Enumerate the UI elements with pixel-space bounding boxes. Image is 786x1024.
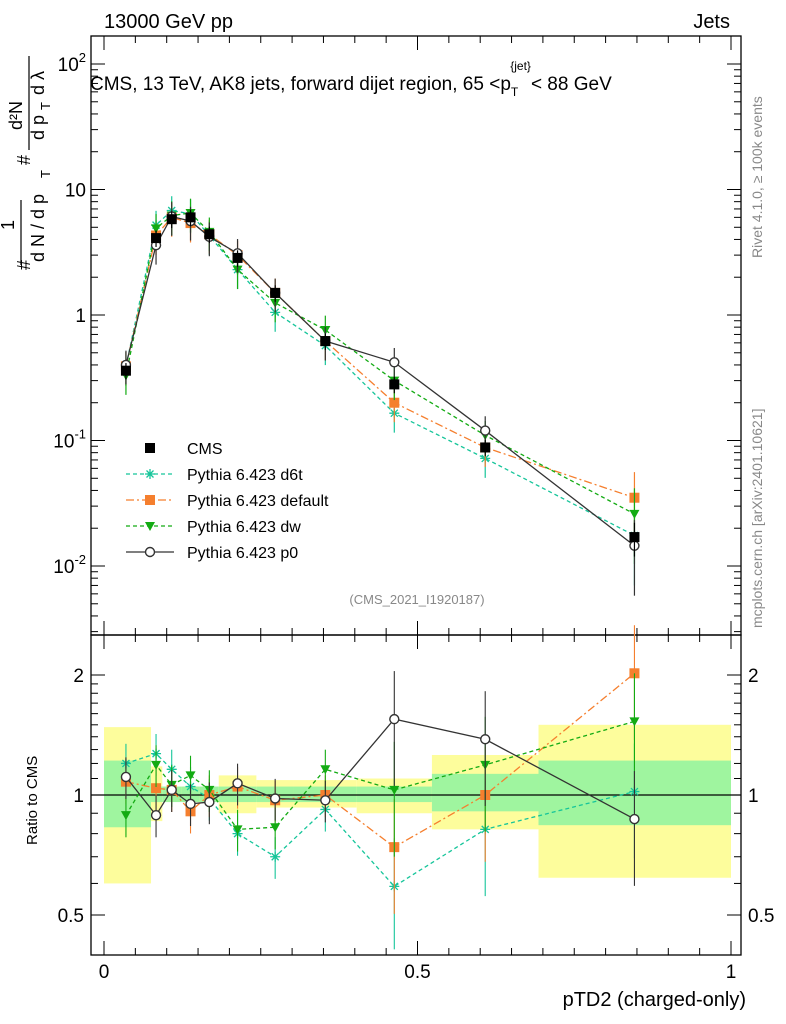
data-point <box>389 357 400 368</box>
ratio-tick-label-left: 2 <box>73 666 84 687</box>
data-point <box>629 717 640 727</box>
y-tick-label: 10 <box>65 181 86 202</box>
legend-label: CMS <box>187 441 223 458</box>
data-point <box>389 397 400 408</box>
data-point <box>145 469 155 479</box>
svg-text:#: # <box>14 260 34 270</box>
svg-text:d λ: d λ <box>28 71 48 95</box>
data-point <box>480 442 491 453</box>
data-point <box>232 252 243 263</box>
data-point <box>389 713 400 725</box>
data-point <box>204 229 215 240</box>
data-point <box>145 443 155 453</box>
ratio-tick-label-right: 2 <box>748 666 759 687</box>
svg-text:d²N: d²N <box>6 101 26 130</box>
rivet-label: Rivet 4.1.0, ≥ 100k events <box>749 96 765 258</box>
series-line <box>125 209 635 537</box>
data-point <box>270 823 281 833</box>
data-point <box>270 851 281 862</box>
data-point <box>166 784 177 796</box>
legend-label: Pythia 6.423 d6t <box>187 467 303 484</box>
ratio-tick-label-right: 1 <box>748 786 759 807</box>
analysis-tag: (CMS_2021_I1920187) <box>349 592 484 607</box>
y-axis-label: # 1 d N / d p T # d²N d p T d λ <box>0 56 53 270</box>
header-right: Jets <box>693 11 730 33</box>
svg-text:1: 1 <box>0 220 18 230</box>
data-point <box>151 783 162 794</box>
series-cms <box>120 209 640 557</box>
series-line <box>125 212 635 515</box>
data-point <box>185 798 196 810</box>
ratio-tick-label-right: 0.5 <box>748 906 774 927</box>
data-point <box>480 425 491 436</box>
data-point <box>320 765 331 775</box>
ratio-y-label: Ratio to CMS <box>24 756 41 845</box>
main-series <box>120 196 640 596</box>
series-line <box>125 216 635 499</box>
data-point <box>120 771 132 783</box>
data-point <box>150 809 162 821</box>
data-point <box>269 793 281 804</box>
svg-text:T: T <box>38 170 53 178</box>
data-point <box>151 224 162 234</box>
data-point <box>185 771 196 781</box>
data-point <box>166 214 177 225</box>
data-point <box>232 825 243 835</box>
legend: CMS Pythia 6.423 d6t Pythia 6.423 default P… <box>126 441 329 562</box>
main-axes: 10-2 10-1 1 10 102 <box>53 36 741 635</box>
data-point <box>145 522 155 531</box>
x-axis-label: pTD2 (charged-only) <box>563 989 746 1011</box>
data-point <box>629 509 640 519</box>
svg-text:T: T <box>38 102 53 110</box>
header-left: 13000 GeV pp <box>104 11 233 33</box>
legend-label: Pythia 6.423 p0 <box>187 545 298 562</box>
data-point <box>629 668 640 679</box>
ratio-tick-label-left: 0.5 <box>58 906 84 927</box>
svg-text:#: # <box>14 155 34 165</box>
data-point <box>320 336 331 347</box>
y-tick-label: 10-2 <box>53 552 86 578</box>
y-tick-label: 10-1 <box>53 427 86 453</box>
data-point <box>120 811 131 821</box>
data-point <box>389 785 400 795</box>
ratio-series <box>120 625 640 950</box>
y-tick-label: 102 <box>58 50 86 76</box>
data-point <box>185 212 196 223</box>
data-point <box>120 365 131 376</box>
ratio-band-inner <box>151 786 163 803</box>
data-point <box>151 760 162 770</box>
ratio-axes: 0 0.5 1 0.5 0.5 1 1 2 2 <box>58 635 774 983</box>
data-point <box>145 495 155 505</box>
data-point <box>151 233 162 244</box>
x-tick-label: 0.5 <box>404 962 430 983</box>
mcplots-label: mcplots.cern.ch [arXiv:2401.10621] <box>749 409 765 628</box>
x-tick-label: 1 <box>726 962 737 983</box>
svg-text:d p: d p <box>28 115 48 140</box>
svg-text:d N / d p: d N / d p <box>28 194 48 262</box>
data-point <box>270 287 281 298</box>
ratio-tick-label-left: 1 <box>73 786 84 807</box>
data-point <box>629 532 640 543</box>
data-point <box>480 734 491 745</box>
legend-label: Pythia 6.423 dw <box>187 519 301 536</box>
data-point <box>232 778 243 789</box>
data-point <box>629 813 640 825</box>
y-tick-label: 1 <box>75 306 86 327</box>
data-point <box>144 546 156 558</box>
data-point <box>204 796 215 808</box>
chart-title: CMS, 13 TeV, AK8 jets, forward dijet reg… <box>90 59 612 99</box>
data-point <box>389 379 400 390</box>
ratio-series-p0 <box>120 671 640 886</box>
legend-label: Pythia 6.423 default <box>187 493 329 510</box>
x-tick-label: 0 <box>99 962 110 983</box>
data-point <box>320 795 331 806</box>
